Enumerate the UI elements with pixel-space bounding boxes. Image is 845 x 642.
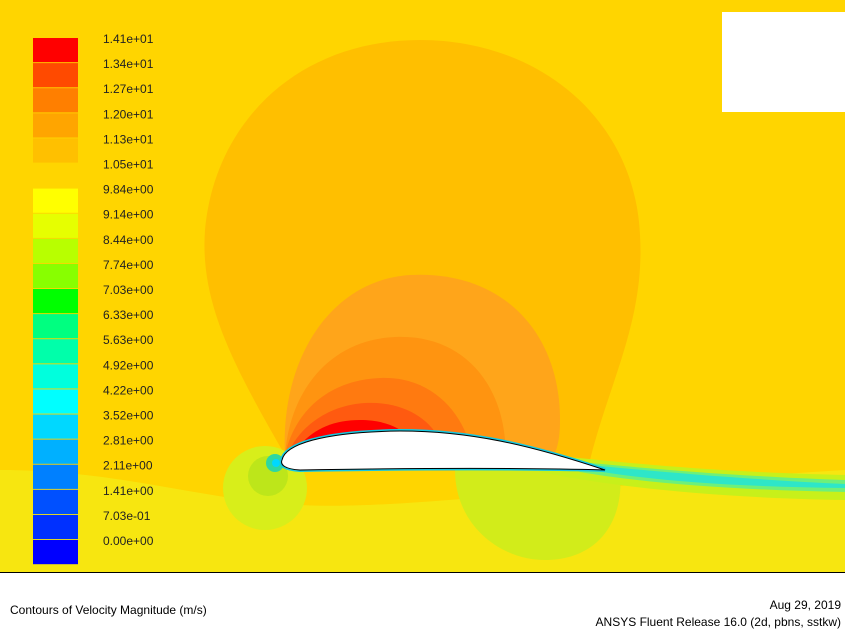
stagnation-core — [272, 459, 280, 467]
plot-title: Contours of Velocity Magnitude (m/s) — [10, 603, 207, 617]
contour-plot[interactable] — [0, 0, 845, 572]
wake-core — [580, 464, 845, 488]
software-version: ANSYS Fluent Release 16.0 (2d, pbns, sst… — [595, 615, 841, 629]
lower-lobe — [455, 470, 621, 560]
plot-date: Aug 29, 2019 — [769, 598, 841, 612]
airfoil — [281, 430, 606, 471]
plot-footer: Contours of Velocity Magnitude (m/s) Aug… — [0, 572, 845, 642]
overlay-box — [722, 12, 845, 112]
contour-field[interactable] — [0, 0, 845, 572]
lower-band — [0, 470, 845, 572]
